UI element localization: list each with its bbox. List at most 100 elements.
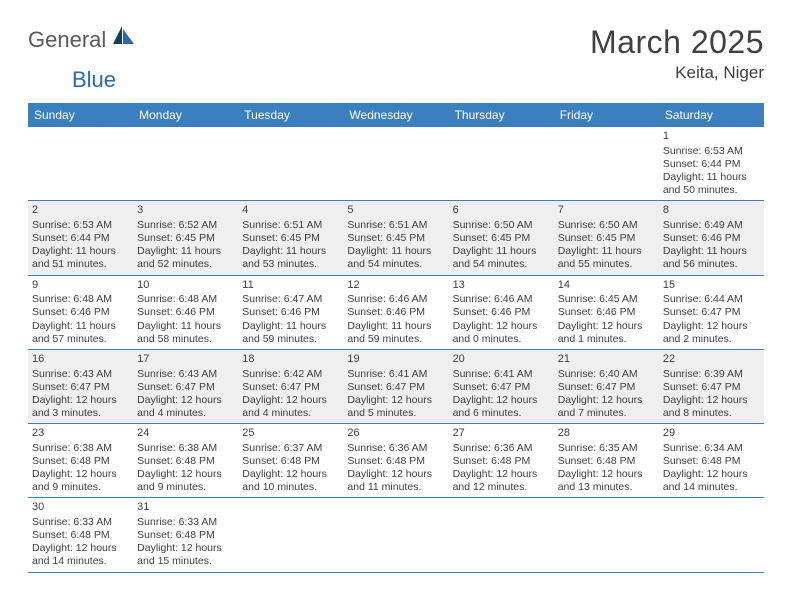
calendar-row: 30Sunrise: 6:33 AMSunset: 6:48 PMDayligh… <box>28 498 764 572</box>
sunset-line: Sunset: 6:44 PM <box>663 158 760 171</box>
calendar-cell: 1Sunrise: 6:53 AMSunset: 6:44 PMDaylight… <box>659 127 764 201</box>
weekday-header: Tuesday <box>238 103 343 127</box>
sail-icon <box>110 24 136 49</box>
calendar-cell <box>238 498 343 572</box>
daylight-line: Daylight: 11 hours and 54 minutes. <box>347 245 444 271</box>
sunrise-line: Sunrise: 6:48 AM <box>137 293 234 306</box>
calendar-cell: 4Sunrise: 6:51 AMSunset: 6:45 PMDaylight… <box>238 201 343 275</box>
calendar-cell: 16Sunrise: 6:43 AMSunset: 6:47 PMDayligh… <box>28 349 133 423</box>
weekday-header: Thursday <box>449 103 554 127</box>
daylight-line: Daylight: 12 hours and 11 minutes. <box>347 468 444 494</box>
day-number: 9 <box>32 279 129 293</box>
day-number: 18 <box>242 353 339 367</box>
calendar-row: 2Sunrise: 6:53 AMSunset: 6:44 PMDaylight… <box>28 201 764 275</box>
calendar-cell: 14Sunrise: 6:45 AMSunset: 6:46 PMDayligh… <box>554 275 659 349</box>
daylight-line: Daylight: 11 hours and 51 minutes. <box>32 245 129 271</box>
sunrise-line: Sunrise: 6:39 AM <box>663 368 760 381</box>
sunrise-line: Sunrise: 6:50 AM <box>453 219 550 232</box>
calendar-cell: 27Sunrise: 6:36 AMSunset: 6:48 PMDayligh… <box>449 424 554 498</box>
day-number: 26 <box>347 427 444 441</box>
sunset-line: Sunset: 6:46 PM <box>32 306 129 319</box>
logo: General <box>28 24 138 55</box>
day-number: 3 <box>137 204 234 218</box>
calendar-cell <box>554 498 659 572</box>
sunset-line: Sunset: 6:47 PM <box>32 381 129 394</box>
daylight-line: Daylight: 11 hours and 53 minutes. <box>242 245 339 271</box>
month-title: March 2025 <box>590 24 764 61</box>
daylight-line: Daylight: 12 hours and 10 minutes. <box>242 468 339 494</box>
sunrise-line: Sunrise: 6:33 AM <box>137 516 234 529</box>
sunset-line: Sunset: 6:47 PM <box>663 381 760 394</box>
calendar-cell <box>343 498 448 572</box>
sunset-line: Sunset: 6:48 PM <box>32 529 129 542</box>
calendar-cell: 28Sunrise: 6:35 AMSunset: 6:48 PMDayligh… <box>554 424 659 498</box>
day-number: 22 <box>663 353 760 367</box>
calendar-cell: 5Sunrise: 6:51 AMSunset: 6:45 PMDaylight… <box>343 201 448 275</box>
calendar-cell: 26Sunrise: 6:36 AMSunset: 6:48 PMDayligh… <box>343 424 448 498</box>
daylight-line: Daylight: 12 hours and 9 minutes. <box>137 468 234 494</box>
sunset-line: Sunset: 6:47 PM <box>242 381 339 394</box>
daylight-line: Daylight: 11 hours and 50 minutes. <box>663 171 760 197</box>
sunset-line: Sunset: 6:44 PM <box>32 232 129 245</box>
daylight-line: Daylight: 12 hours and 15 minutes. <box>137 542 234 568</box>
calendar: SundayMondayTuesdayWednesdayThursdayFrid… <box>28 103 764 573</box>
calendar-row: 23Sunrise: 6:38 AMSunset: 6:48 PMDayligh… <box>28 424 764 498</box>
daylight-line: Daylight: 11 hours and 58 minutes. <box>137 320 234 346</box>
sunset-line: Sunset: 6:48 PM <box>32 455 129 468</box>
logo-text-blue: Blue <box>72 67 116 92</box>
daylight-line: Daylight: 11 hours and 57 minutes. <box>32 320 129 346</box>
sunrise-line: Sunrise: 6:53 AM <box>32 219 129 232</box>
calendar-cell: 8Sunrise: 6:49 AMSunset: 6:46 PMDaylight… <box>659 201 764 275</box>
day-number: 17 <box>137 353 234 367</box>
sunset-line: Sunset: 6:46 PM <box>242 306 339 319</box>
sunrise-line: Sunrise: 6:49 AM <box>663 219 760 232</box>
sunset-line: Sunset: 6:48 PM <box>663 455 760 468</box>
calendar-row: 9Sunrise: 6:48 AMSunset: 6:46 PMDaylight… <box>28 275 764 349</box>
sunrise-line: Sunrise: 6:46 AM <box>347 293 444 306</box>
day-number: 29 <box>663 427 760 441</box>
day-number: 27 <box>453 427 550 441</box>
sunrise-line: Sunrise: 6:51 AM <box>242 219 339 232</box>
sunrise-line: Sunrise: 6:38 AM <box>32 442 129 455</box>
calendar-cell: 21Sunrise: 6:40 AMSunset: 6:47 PMDayligh… <box>554 349 659 423</box>
sunrise-line: Sunrise: 6:34 AM <box>663 442 760 455</box>
calendar-header-row: SundayMondayTuesdayWednesdayThursdayFrid… <box>28 103 764 127</box>
daylight-line: Daylight: 12 hours and 4 minutes. <box>137 394 234 420</box>
sunset-line: Sunset: 6:46 PM <box>663 232 760 245</box>
daylight-line: Daylight: 11 hours and 54 minutes. <box>453 245 550 271</box>
sunrise-line: Sunrise: 6:37 AM <box>242 442 339 455</box>
calendar-cell: 3Sunrise: 6:52 AMSunset: 6:45 PMDaylight… <box>133 201 238 275</box>
weekday-header: Sunday <box>28 103 133 127</box>
sunset-line: Sunset: 6:47 PM <box>347 381 444 394</box>
sunset-line: Sunset: 6:45 PM <box>453 232 550 245</box>
day-number: 1 <box>663 130 760 144</box>
calendar-cell: 6Sunrise: 6:50 AMSunset: 6:45 PMDaylight… <box>449 201 554 275</box>
daylight-line: Daylight: 12 hours and 9 minutes. <box>32 468 129 494</box>
page: General March 2025 Keita, Niger Blue Sun… <box>0 0 792 573</box>
sunset-line: Sunset: 6:48 PM <box>347 455 444 468</box>
calendar-cell: 12Sunrise: 6:46 AMSunset: 6:46 PMDayligh… <box>343 275 448 349</box>
sunset-line: Sunset: 6:46 PM <box>558 306 655 319</box>
day-number: 31 <box>137 501 234 515</box>
calendar-cell <box>238 127 343 201</box>
sunset-line: Sunset: 6:46 PM <box>137 306 234 319</box>
daylight-line: Daylight: 12 hours and 1 minutes. <box>558 320 655 346</box>
weekday-header: Friday <box>554 103 659 127</box>
sunset-line: Sunset: 6:46 PM <box>347 306 444 319</box>
calendar-cell: 22Sunrise: 6:39 AMSunset: 6:47 PMDayligh… <box>659 349 764 423</box>
daylight-line: Daylight: 12 hours and 2 minutes. <box>663 320 760 346</box>
day-number: 30 <box>32 501 129 515</box>
daylight-line: Daylight: 11 hours and 56 minutes. <box>663 245 760 271</box>
sunset-line: Sunset: 6:47 PM <box>558 381 655 394</box>
calendar-cell: 15Sunrise: 6:44 AMSunset: 6:47 PMDayligh… <box>659 275 764 349</box>
sunrise-line: Sunrise: 6:46 AM <box>453 293 550 306</box>
daylight-line: Daylight: 12 hours and 13 minutes. <box>558 468 655 494</box>
calendar-body: 1Sunrise: 6:53 AMSunset: 6:44 PMDaylight… <box>28 127 764 572</box>
sunrise-line: Sunrise: 6:33 AM <box>32 516 129 529</box>
sunset-line: Sunset: 6:47 PM <box>663 306 760 319</box>
calendar-cell: 2Sunrise: 6:53 AMSunset: 6:44 PMDaylight… <box>28 201 133 275</box>
daylight-line: Daylight: 11 hours and 52 minutes. <box>137 245 234 271</box>
sunrise-line: Sunrise: 6:53 AM <box>663 145 760 158</box>
weekday-header: Saturday <box>659 103 764 127</box>
day-number: 23 <box>32 427 129 441</box>
